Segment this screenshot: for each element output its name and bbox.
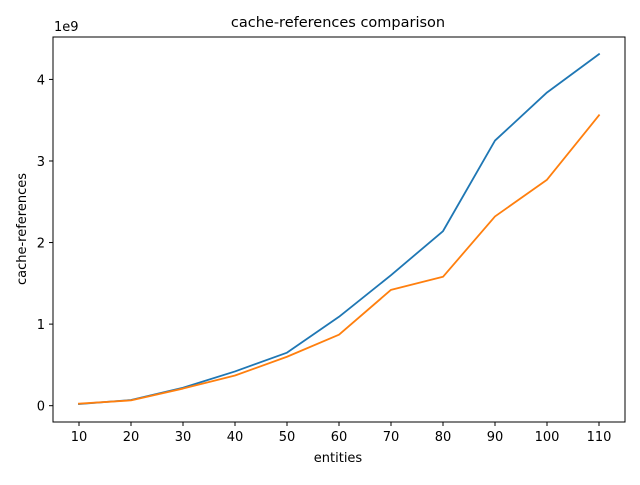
x-tick-label: 70 [383, 430, 400, 445]
x-tick-label: 110 [587, 430, 612, 445]
y-tick-label: 0 [37, 400, 45, 415]
series-line-2 [78, 114, 601, 405]
y-tick-label: 3 [37, 155, 45, 170]
y-axis-label: cache-references [15, 173, 30, 285]
x-tick-label: 20 [123, 430, 140, 445]
chart-title: cache-references comparison [231, 15, 445, 31]
x-axis-label: entities [314, 451, 363, 466]
x-tick-label: 10 [71, 430, 88, 445]
x-tick-label: 40 [227, 430, 244, 445]
y-tick-label: 4 [37, 73, 45, 88]
x-tick-label: 90 [487, 430, 504, 445]
x-tick-label: 100 [535, 430, 560, 445]
x-tick-label: 80 [435, 430, 452, 445]
x-tick-label: 30 [175, 430, 192, 445]
series-layer [78, 52, 601, 406]
y-tick-label: 2 [37, 237, 45, 252]
y-tick-label: 1 [37, 318, 45, 333]
plot-frame [52, 36, 626, 423]
x-tick-label: 60 [331, 430, 348, 445]
ticks-layer: 10 20 30 40 50 60 70 80 90 100 110 0 1 2 3 4 [37, 73, 612, 445]
y-offset-label: 1e9 [54, 20, 79, 35]
x-tick-label: 50 [279, 430, 296, 445]
